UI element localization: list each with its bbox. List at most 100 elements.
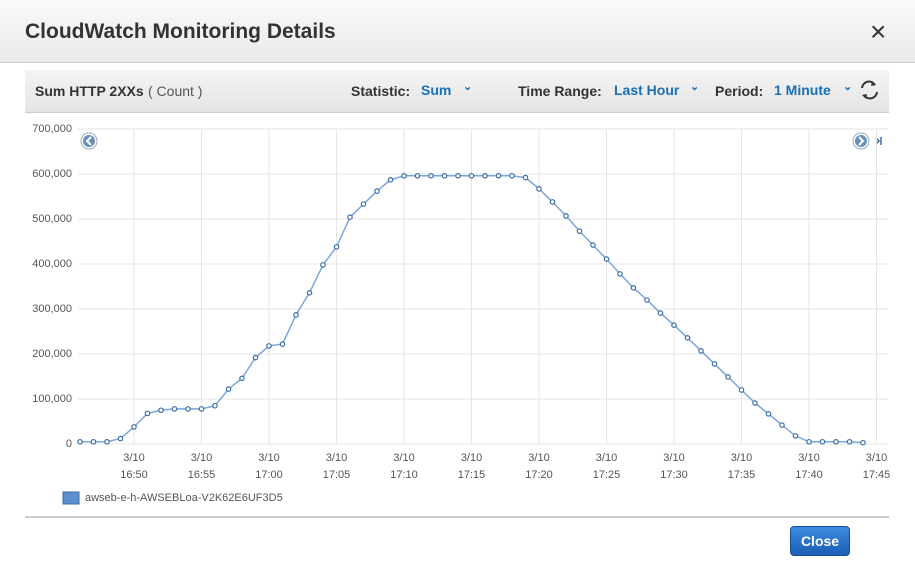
data-point <box>293 312 299 318</box>
data-point <box>495 173 502 179</box>
period-label: Period: <box>715 83 764 99</box>
x-tick-label: 3/10 17:45 <box>862 452 891 481</box>
close-button[interactable]: Close <box>790 526 850 556</box>
data-point <box>644 297 650 303</box>
dialog-title: CloudWatch Monitoring Details <box>25 20 336 43</box>
data-point <box>806 438 812 445</box>
data-point <box>590 242 596 248</box>
data-point <box>225 386 232 392</box>
time-range-select[interactable]: Last Hour <box>614 82 680 98</box>
data-point <box>428 173 434 179</box>
y-tick-label: 600,000 <box>32 168 72 180</box>
data-point <box>279 341 286 347</box>
x-tick-label: 3/10 17:05 <box>322 452 351 481</box>
scroll-right[interactable] <box>852 132 882 150</box>
data-point <box>860 439 866 446</box>
data-point <box>441 173 448 179</box>
scroll-left[interactable] <box>80 132 98 150</box>
statistic-select[interactable]: Sum <box>421 82 452 98</box>
data-point <box>104 438 110 445</box>
legend-swatch <box>62 491 80 505</box>
data-point <box>414 173 421 179</box>
data-point <box>630 285 637 291</box>
data-point <box>536 186 542 192</box>
data-point <box>266 343 272 349</box>
y-tick-label: 700,000 <box>32 123 72 135</box>
data-point <box>779 422 785 428</box>
data-point <box>306 289 313 296</box>
y-tick-label: 400,000 <box>32 258 72 270</box>
data-point <box>711 361 718 367</box>
time-range-label: Time Range: <box>518 83 602 99</box>
data-point <box>698 348 704 354</box>
data-point <box>374 188 380 194</box>
data-point <box>401 173 407 179</box>
data-point <box>185 406 191 412</box>
data-point <box>320 262 326 268</box>
refresh-icon[interactable] <box>861 80 878 100</box>
data-point <box>212 402 218 409</box>
data-point <box>819 438 826 445</box>
data-point <box>360 201 367 207</box>
data-point <box>387 177 394 183</box>
data-point <box>171 406 178 412</box>
data-point <box>603 256 610 262</box>
data-point <box>522 174 529 181</box>
period-select[interactable]: 1 Minute <box>774 82 831 98</box>
data-point <box>198 406 205 412</box>
data-point <box>239 375 245 382</box>
data-point <box>549 199 556 205</box>
data-point <box>482 173 488 179</box>
data-point <box>468 173 475 179</box>
data-point <box>752 400 758 406</box>
toolbar <box>25 70 889 113</box>
x-tick-label: 3/10 17:10 <box>390 452 418 481</box>
dropdown-arrow[interactable]: ⌄ <box>690 81 700 93</box>
data-point <box>117 435 124 442</box>
x-tick-label: 3/10 16:50 <box>120 452 148 481</box>
x-tick-label: 3/10 17:25 <box>592 452 621 481</box>
y-tick-label: 100,000 <box>32 393 72 405</box>
data-point <box>738 387 745 393</box>
data-point <box>725 374 731 380</box>
data-point <box>252 354 259 361</box>
y-tick-label: 0 <box>66 438 72 450</box>
data-point <box>617 271 623 277</box>
close-icon[interactable]: × <box>870 16 887 47</box>
data-point <box>455 173 461 179</box>
data-point <box>158 407 164 414</box>
data-point <box>657 310 664 316</box>
legend-label: awseb-e-h-AWSEBLoa-V2K62E6UF3D5 <box>85 492 283 504</box>
y-tick-label: 200,000 <box>32 348 72 360</box>
x-tick-label: 3/10 16:55 <box>187 452 216 481</box>
data-point <box>509 173 515 179</box>
dropdown-arrow[interactable]: ⌄ <box>463 81 473 93</box>
data-point <box>131 424 137 430</box>
x-tick-label: 3/10 17:30 <box>660 452 688 481</box>
y-tick-label: 300,000 <box>32 303 72 315</box>
metric-name: Sum HTTP 2XXs <box>35 83 144 99</box>
dropdown-arrow[interactable]: ⌄ <box>843 81 853 93</box>
x-tick-label: 3/10 17:35 <box>727 452 756 481</box>
data-point <box>833 438 839 445</box>
data-point <box>347 214 353 221</box>
metric-unit: ( Count ) <box>148 83 203 99</box>
data-point <box>792 433 799 439</box>
x-tick-label: 3/10 17:15 <box>457 452 486 481</box>
x-tick-label: 3/10 17:00 <box>255 452 283 481</box>
data-point <box>576 228 583 234</box>
data-point <box>846 438 853 445</box>
dialog-header <box>0 0 915 63</box>
x-tick-label: 3/10 17:40 <box>795 452 823 481</box>
data-point <box>765 411 772 417</box>
data-point <box>563 213 569 219</box>
data-point <box>333 244 340 250</box>
statistic-label: Statistic: <box>351 83 411 99</box>
y-tick-label: 500,000 <box>32 213 72 225</box>
x-tick-label: 3/10 17:20 <box>525 452 553 481</box>
data-point <box>77 438 83 445</box>
data-point <box>144 410 151 417</box>
data-point <box>684 334 691 341</box>
